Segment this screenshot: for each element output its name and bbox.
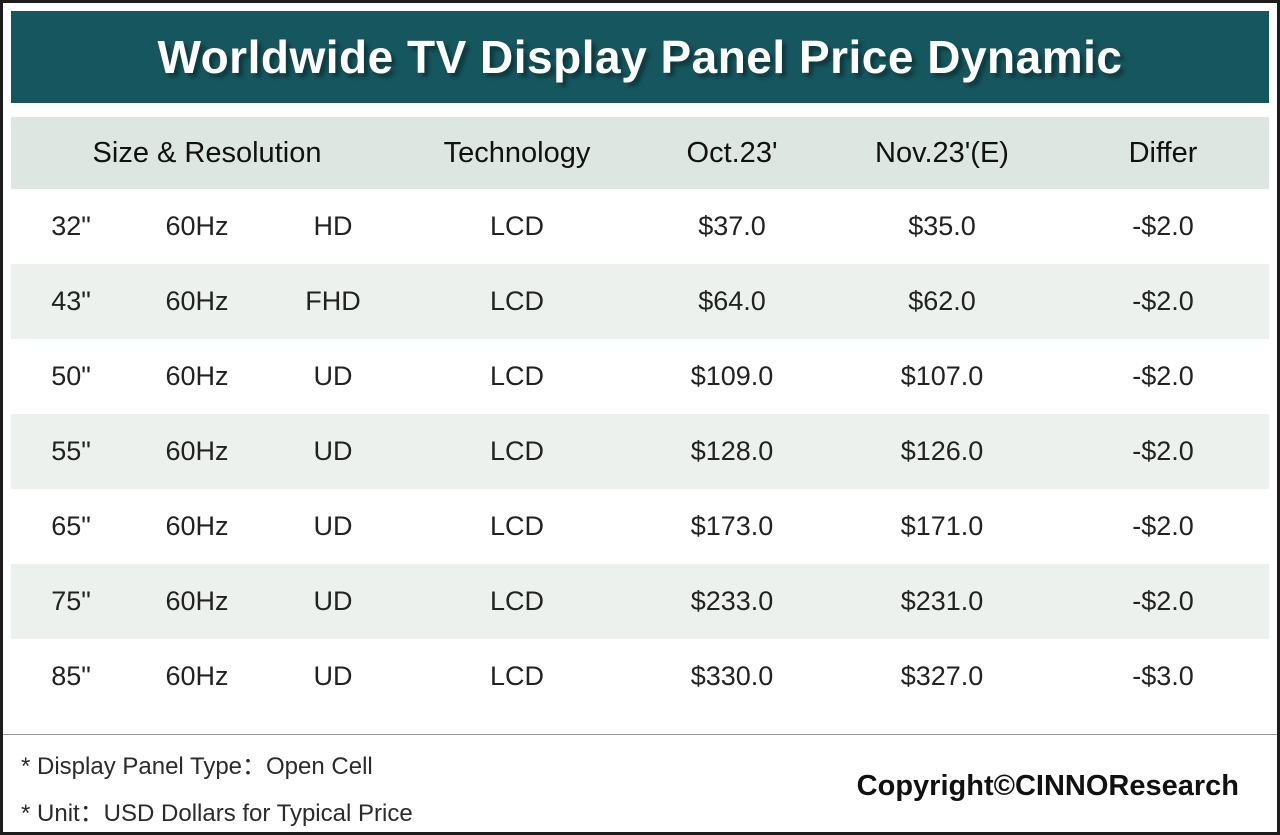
cell-hz: 60Hz: [165, 361, 229, 391]
cell-hz: 60Hz: [165, 586, 229, 616]
cell-differ: -$3.0: [1132, 661, 1194, 691]
cell-res: FHD: [305, 286, 361, 316]
cell-hz: 60Hz: [165, 211, 229, 241]
cell-differ: -$2.0: [1132, 286, 1194, 316]
table-body: 32" 60Hz HD LCD $37.0 $35.0 -$2.0 43" 60Hz FHD LCD…: [11, 189, 1269, 714]
cell-nov: $171.0: [900, 511, 984, 541]
cell-differ: -$2.0: [1132, 211, 1194, 241]
cell-nov: $62.0: [908, 286, 976, 316]
cell-res: UD: [313, 661, 353, 691]
cell-hz: 60Hz: [165, 286, 229, 316]
cell-oct: $64.0: [698, 286, 766, 316]
cell-nov: $107.0: [900, 361, 984, 391]
cell-tech: LCD: [489, 511, 544, 541]
cell-size: 50": [51, 361, 91, 391]
cell-oct: $330.0: [690, 661, 774, 691]
cell-tech: LCD: [489, 361, 544, 391]
price-table: Size & Resolution Technology Oct.23' Nov…: [11, 117, 1269, 714]
table-header-row: Size & Resolution Technology Oct.23' Nov…: [11, 117, 1269, 189]
header-size-resolution: Size & Resolution: [92, 136, 322, 169]
cell-hz: 60Hz: [165, 511, 229, 541]
cell-nov: $126.0: [900, 436, 984, 466]
cell-oct: $233.0: [690, 586, 774, 616]
cell-nov: $231.0: [900, 586, 984, 616]
footer: * Display Panel Type：Open Cell * Unit：US…: [3, 734, 1277, 832]
cell-nov: $35.0: [908, 211, 976, 241]
table-row: 32" 60Hz HD LCD $37.0 $35.0 -$2.0: [11, 189, 1269, 264]
cell-tech: LCD: [489, 661, 544, 691]
cell-differ: -$2.0: [1132, 586, 1194, 616]
cell-res: UD: [313, 511, 353, 541]
cell-nov: $327.0: [900, 661, 984, 691]
cell-oct: $37.0: [698, 211, 766, 241]
cell-differ: -$2.0: [1132, 436, 1194, 466]
header-nov: Nov.23'(E): [875, 136, 1009, 169]
cell-size: 75": [51, 586, 91, 616]
cell-tech: LCD: [489, 211, 544, 241]
cell-differ: -$2.0: [1132, 361, 1194, 391]
header-differ: Differ: [1128, 136, 1198, 169]
cell-tech: LCD: [489, 286, 544, 316]
cell-differ: -$2.0: [1132, 511, 1194, 541]
note-unit: * Unit：USD Dollars for Typical Price: [21, 799, 413, 827]
cell-size: 65": [51, 511, 91, 541]
table-row: 85" 60Hz UD LCD $330.0 $327.0 -$3.0: [11, 639, 1269, 714]
copyright-text: Copyright©CINNOResearch: [856, 770, 1239, 802]
table-row: 43" 60Hz FHD LCD $64.0 $62.0 -$2.0: [11, 264, 1269, 339]
header-technology: Technology: [443, 136, 591, 169]
cell-size: 32": [51, 211, 91, 241]
table-row: 55" 60Hz UD LCD $128.0 $126.0 -$2.0: [11, 414, 1269, 489]
footer-notes: * Display Panel Type：Open Cell * Unit：US…: [21, 746, 413, 828]
cell-oct: $109.0: [690, 361, 774, 391]
table-row: 75" 60Hz UD LCD $233.0 $231.0 -$2.0: [11, 564, 1269, 639]
cell-hz: 60Hz: [165, 436, 229, 466]
cell-oct: $173.0: [690, 511, 774, 541]
cell-tech: LCD: [489, 436, 544, 466]
cell-hz: 60Hz: [165, 661, 229, 691]
header-oct: Oct.23': [686, 136, 778, 169]
page-title: Worldwide TV Display Panel Price Dynamic: [157, 31, 1123, 83]
cell-size: 43": [51, 286, 91, 316]
cell-size: 55": [51, 436, 91, 466]
cell-res: HD: [313, 211, 353, 241]
table-row: 50" 60Hz UD LCD $109.0 $107.0 -$2.0: [11, 339, 1269, 414]
cell-size: 85": [51, 661, 91, 691]
cell-tech: LCD: [489, 586, 544, 616]
note-panel-type: * Display Panel Type：Open Cell: [21, 752, 373, 780]
title-banner: Worldwide TV Display Panel Price Dynamic: [11, 11, 1269, 103]
cell-res: UD: [313, 586, 353, 616]
cell-res: UD: [313, 361, 353, 391]
cell-res: UD: [313, 436, 353, 466]
table-row: 65" 60Hz UD LCD $173.0 $171.0 -$2.0: [11, 489, 1269, 564]
cell-oct: $128.0: [690, 436, 774, 466]
